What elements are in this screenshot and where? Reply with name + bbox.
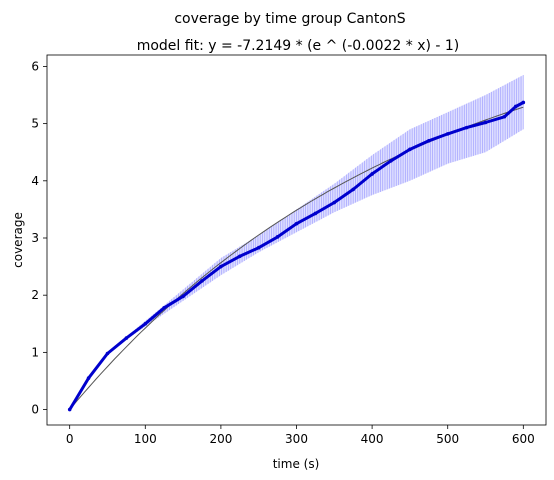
coverage-point <box>313 211 318 216</box>
coverage-point <box>237 254 242 259</box>
coverage-point <box>464 125 469 130</box>
coverage-point <box>67 407 72 412</box>
y-tick-label: 3 <box>31 231 39 245</box>
y-tick-label: 2 <box>31 288 39 302</box>
coverage-point <box>513 104 518 109</box>
coverage-point <box>124 336 129 340</box>
coverage-point <box>275 235 280 239</box>
coverage-line <box>68 101 525 411</box>
x-tick-label: 0 <box>66 432 74 446</box>
y-axis-label: coverage <box>11 212 25 268</box>
chart-subtitle: model fit: y = -7.2149 * (e ^ (-0.0022 *… <box>137 38 460 54</box>
x-tick-label: 400 <box>361 432 384 446</box>
x-axis-label: time (s) <box>273 457 320 471</box>
y-tick-label: 0 <box>31 403 39 417</box>
coverage-point <box>200 279 204 283</box>
coverage-point <box>181 294 185 299</box>
coverage-point <box>256 245 261 250</box>
confidence-band-layer <box>69 75 524 410</box>
x-tick-label: 300 <box>285 432 308 446</box>
y-tick-label: 1 <box>31 345 39 359</box>
x-tick-label: 600 <box>512 432 535 446</box>
coverage-point <box>389 158 393 163</box>
chart-title: coverage by time group CantonS <box>174 11 405 27</box>
coverage-point <box>294 221 299 226</box>
coverage-point <box>370 172 374 176</box>
coverage-point <box>445 132 450 136</box>
y-tick-label: 5 <box>31 117 39 131</box>
x-tick-label: 200 <box>209 432 232 446</box>
coverage-point <box>162 305 166 310</box>
y-axis-ticks: 0 1 2 3 4 5 6 <box>31 59 47 417</box>
x-tick-label: 100 <box>134 432 157 446</box>
coverage-point <box>408 147 412 152</box>
coverage-point <box>502 114 507 119</box>
coverage-point <box>483 120 488 125</box>
coverage-point <box>427 138 431 143</box>
coverage-point <box>143 321 148 326</box>
y-tick-label: 6 <box>31 59 39 73</box>
coverage-point <box>521 100 526 105</box>
coverage-point <box>332 200 337 205</box>
x-axis-ticks: 0 100 200 300 400 500 600 <box>66 425 535 446</box>
confidence-band-area <box>69 75 524 410</box>
y-tick-label: 4 <box>31 174 39 188</box>
x-tick-label: 500 <box>436 432 459 446</box>
coverage-point <box>219 264 223 269</box>
coverage-point <box>351 187 356 192</box>
coverage-point <box>86 376 91 380</box>
coverage-line-layer <box>67 100 526 412</box>
coverage-point <box>105 351 110 356</box>
